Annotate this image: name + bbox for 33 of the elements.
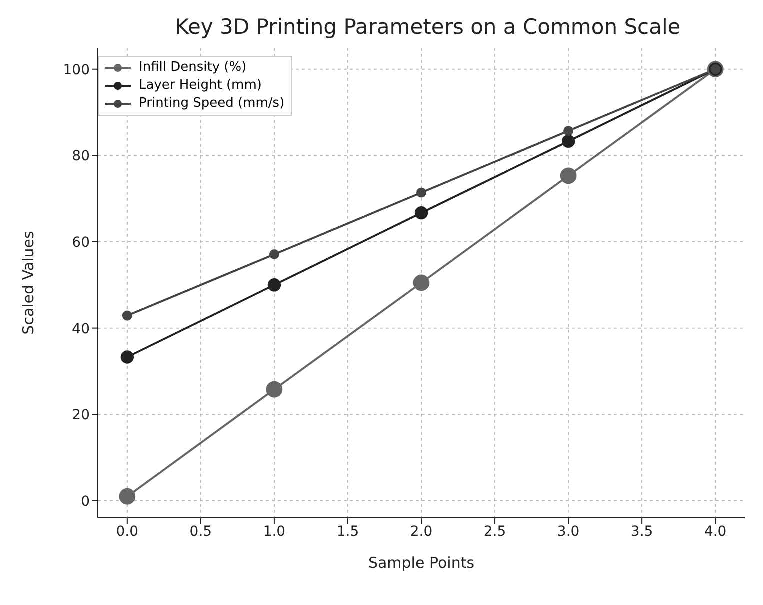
point (413, 274, 430, 292)
y-tick-label: 0 (81, 494, 90, 510)
x-tick-label: 3.5 (630, 524, 654, 540)
y-tick-label: 40 (72, 321, 90, 338)
x-tick-label: 3.0 (557, 524, 580, 540)
point (416, 188, 426, 198)
point (120, 350, 134, 364)
point (562, 134, 576, 148)
x-tick-label: 1.0 (263, 524, 286, 540)
y-tick-label: 60 (72, 234, 90, 251)
x-tick-label: 0.0 (116, 524, 139, 540)
x-tick-label: 4.0 (704, 524, 727, 540)
point (560, 168, 577, 184)
y-tick-label: 20 (72, 408, 90, 424)
x-axis-title: Sample Points (368, 554, 475, 572)
point (269, 250, 280, 260)
y-tick-label: 80 (72, 148, 90, 165)
point (119, 488, 136, 505)
point (122, 310, 132, 321)
chart-title: Key 3D Printing Parameters on a Common Scale (175, 15, 681, 39)
point (414, 206, 428, 220)
point (268, 278, 282, 292)
point (564, 126, 574, 136)
x-tick-label: 0.5 (190, 524, 212, 540)
legend-label: Layer Height (mm) (139, 77, 262, 95)
legend-label: Infill Density (%) (139, 59, 247, 77)
y-tick-label: 100 (63, 62, 90, 78)
x-tick-label: 1.5 (336, 524, 360, 540)
x-tick-label: 2.0 (410, 524, 433, 540)
x-tick-label: 2.5 (484, 524, 506, 540)
legend-label: Printing Speed (mm/s) (139, 95, 285, 113)
point (266, 381, 283, 398)
y-axis-title: Scaled Values (19, 230, 38, 335)
